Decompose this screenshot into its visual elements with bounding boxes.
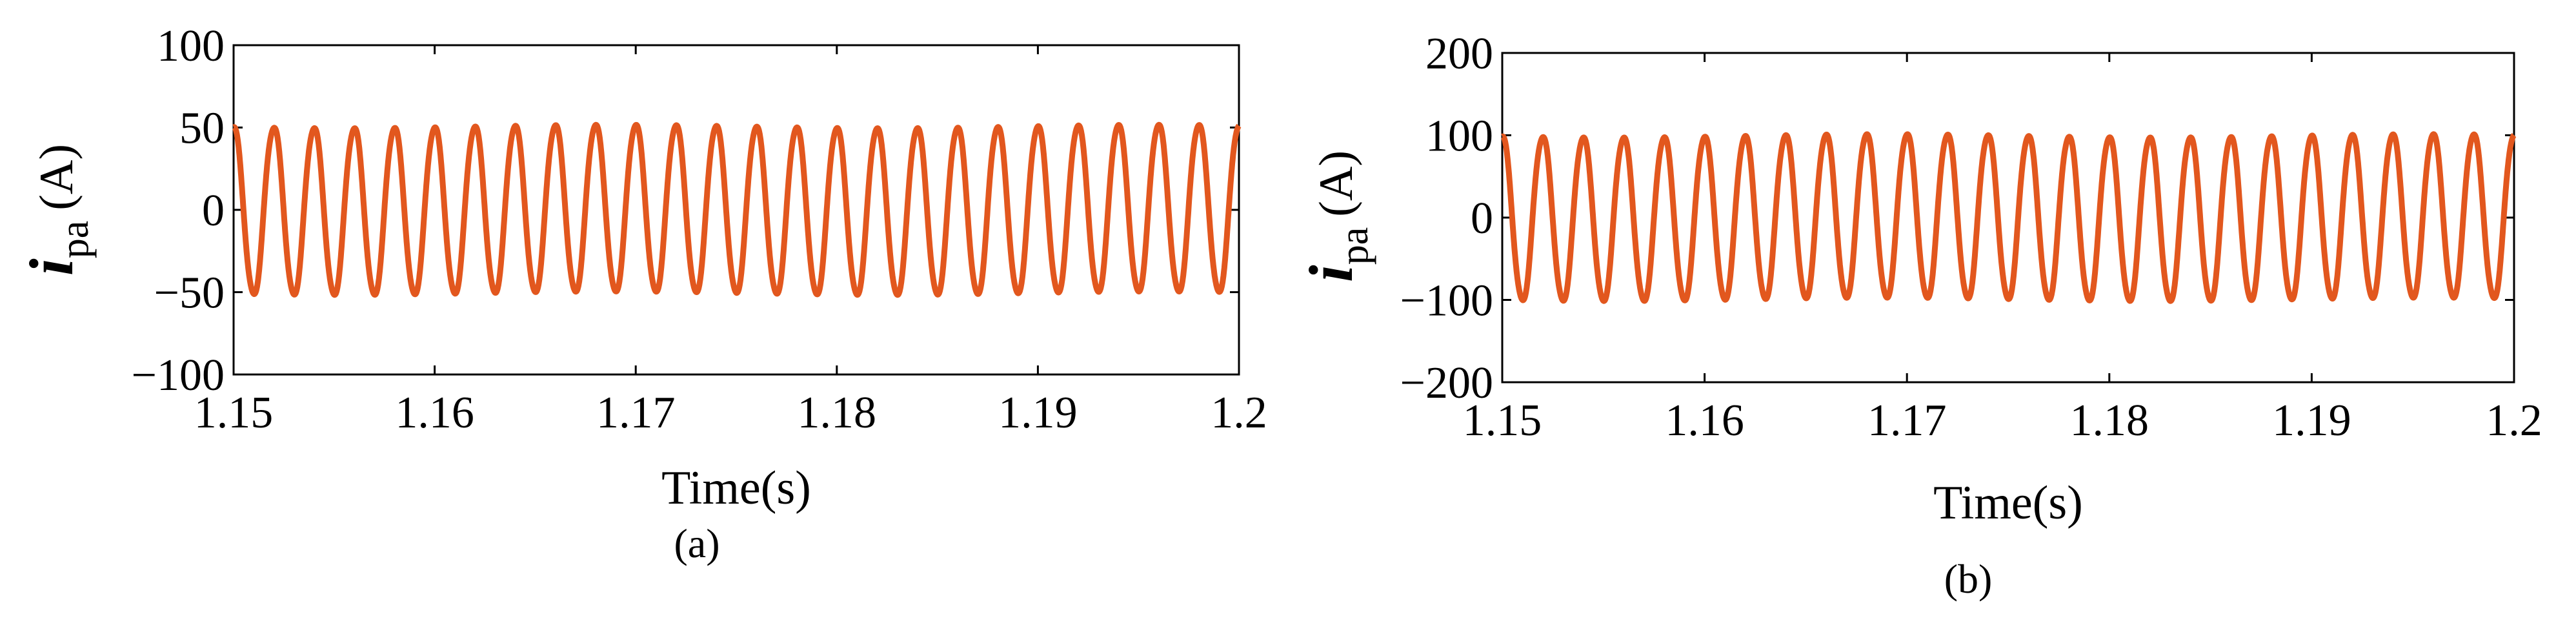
- panel-caption-a: (a): [674, 520, 719, 566]
- x-tick-label: 1.16: [1665, 396, 1744, 446]
- y-tick-label: 200: [1425, 29, 1493, 79]
- y-tick-label: −50: [154, 269, 225, 318]
- x-tick-label: 1.15: [194, 388, 274, 438]
- chart-panel-b: 1.15 1.16 1.17 1.18 1.19 1.2 200 100 0 −100 −200 T…: [1296, 29, 2542, 602]
- tick-layer-a: 1.15 1.16 1.17 1.18 1.19 1.2 100 50 0 −50 −100: [132, 21, 1267, 438]
- y-tick-label: 100: [157, 21, 225, 71]
- y-axis-label-unit-a: (A): [30, 144, 83, 210]
- x-axis-label-b: Time(s): [1933, 476, 2083, 529]
- y-tick-label: −100: [1400, 276, 1493, 326]
- x-tick-label: 1.17: [1867, 396, 1947, 446]
- y-tick-label: −100: [132, 351, 225, 400]
- x-tick-label: 1.19: [998, 388, 1078, 438]
- x-tick-label: 1.19: [2272, 396, 2351, 446]
- y-axis-label-sub-b: pa: [1333, 227, 1376, 265]
- current-trace-a: [231, 121, 1242, 298]
- x-tick-label: 1.16: [395, 388, 474, 438]
- y-tick-label: −200: [1400, 358, 1493, 408]
- y-axis-label-unit-b: (A): [1310, 150, 1363, 217]
- tick-layer-b: 1.15 1.16 1.17 1.18 1.19 1.2 200 100 0 −100 −200: [1400, 29, 2542, 446]
- y-tick-label: 100: [1425, 112, 1493, 161]
- x-tick-label: 1.18: [798, 388, 877, 438]
- svg-text:ipa(A): ipa (A): [17, 144, 97, 276]
- x-tick-label: 1.17: [596, 388, 676, 438]
- plot-area-b: [1501, 52, 2515, 384]
- plot-area-a: [232, 44, 1240, 376]
- x-tick-label: 1.2: [2486, 396, 2542, 446]
- x-axis-label-a: Time(s): [661, 462, 811, 515]
- y-axis-label-symbol-b: i: [1296, 265, 1365, 282]
- panel-caption-b: (b): [1944, 556, 1993, 602]
- y-axis-label-b: ipa (A): [1296, 150, 1376, 282]
- x-tick-label: 1.18: [2070, 396, 2149, 446]
- y-tick-label: 0: [202, 186, 225, 236]
- y-tick-label: 0: [1471, 194, 1493, 243]
- x-tick-label: 1.2: [1211, 388, 1267, 438]
- current-trace-b: [1500, 131, 2517, 304]
- svg-text:ipa(A): ipa (A): [1296, 150, 1376, 282]
- y-tick-label: 50: [179, 104, 225, 154]
- y-axis-label-sub-a: pa: [53, 221, 97, 259]
- y-axis-label-symbol-a: i: [17, 258, 86, 276]
- x-tick-label: 1.15: [1463, 396, 1542, 446]
- y-axis-label-a: ipa (A): [17, 144, 97, 276]
- chart-panel-a: 1.15 1.16 1.17 1.18 1.19 1.2 100 50 0 −50 −100 Tim…: [17, 21, 1267, 566]
